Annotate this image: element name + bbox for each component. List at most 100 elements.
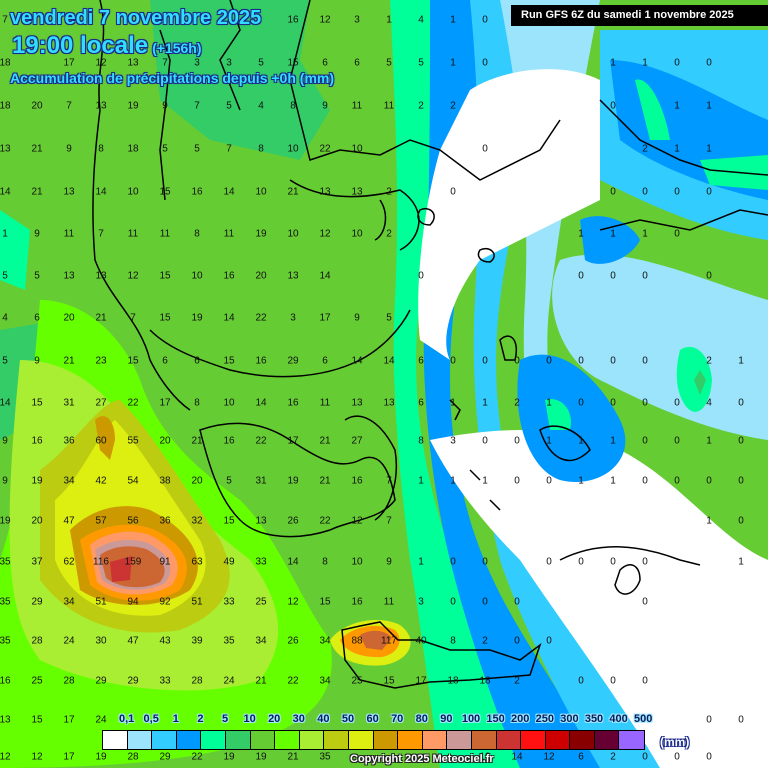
- grid-value: 0: [482, 355, 488, 367]
- grid-value: 0: [514, 635, 520, 647]
- grid-value: 2: [706, 355, 712, 367]
- grid-value: 24: [63, 635, 75, 647]
- grid-value: 0: [642, 397, 648, 409]
- grid-value: 29: [159, 751, 171, 763]
- grid-value: 10: [287, 143, 299, 155]
- grid-value: 15: [159, 270, 171, 282]
- grid-value: 9: [162, 100, 168, 112]
- grid-value: 12: [95, 57, 107, 69]
- grid-value: 0: [450, 355, 456, 367]
- grid-value: 8: [290, 100, 296, 112]
- grid-value: 8: [194, 397, 200, 409]
- grid-value: 34: [63, 475, 75, 487]
- grid-value: 35: [319, 751, 331, 763]
- grid-value: 0: [450, 596, 456, 608]
- grid-value: 24: [95, 714, 107, 726]
- grid-value: 7: [130, 312, 136, 324]
- grid-value: 94: [127, 596, 139, 608]
- grid-value: 2: [514, 397, 520, 409]
- grid-value: 16: [223, 435, 235, 447]
- grid-value: 0: [642, 186, 648, 198]
- grid-value: 21: [191, 435, 203, 447]
- grid-value: 9: [34, 355, 40, 367]
- copyright-notice: Copyright 2025 Meteociel.fr: [350, 753, 494, 765]
- grid-value: 34: [319, 635, 331, 647]
- grid-value: 12: [127, 270, 139, 282]
- grid-value: 0: [706, 57, 712, 69]
- grid-value: 3: [418, 596, 424, 608]
- grid-value: 1: [642, 228, 648, 240]
- grid-value: 5: [194, 143, 200, 155]
- grid-value: 14: [223, 312, 235, 324]
- forecast-time-label: 19:00 locale: [12, 32, 149, 59]
- grid-value: 57: [95, 515, 107, 527]
- grid-value: 1: [450, 397, 456, 409]
- grid-value: 0: [674, 57, 680, 69]
- grid-value: 1: [706, 100, 712, 112]
- grid-value: 14: [287, 556, 299, 568]
- legend-swatch: [373, 731, 399, 749]
- grid-value: 17: [63, 714, 75, 726]
- grid-value: 11: [127, 228, 139, 240]
- grid-value: 24: [223, 675, 235, 687]
- legend-swatch: [152, 731, 177, 749]
- grid-value: 40: [415, 635, 427, 647]
- grid-value: 27: [95, 397, 107, 409]
- grid-value: 12: [319, 228, 331, 240]
- grid-value: 1: [706, 435, 712, 447]
- grid-value: 21: [287, 186, 299, 198]
- grid-value: 22: [127, 397, 139, 409]
- grid-value: 15: [223, 515, 235, 527]
- grid-value: 92: [159, 596, 171, 608]
- grid-value: 19: [191, 312, 203, 324]
- grid-value: 11: [319, 397, 331, 409]
- legend-label: 500: [634, 713, 653, 725]
- legend-label: 100: [461, 713, 481, 725]
- grid-value: 14: [511, 751, 523, 763]
- grid-value: 9: [34, 228, 40, 240]
- grid-value: 20: [63, 312, 75, 324]
- grid-value: 0: [642, 435, 648, 447]
- grid-value: 20: [31, 100, 43, 112]
- grid-value: 1: [706, 143, 712, 155]
- grid-value: 2: [514, 675, 520, 687]
- grid-value: 13: [63, 186, 75, 198]
- grid-value: 6: [418, 397, 424, 409]
- map-subtitle: Accumulation de précipitations depuis +0…: [10, 70, 334, 86]
- grid-value: 15: [159, 186, 171, 198]
- grid-value: 0: [738, 397, 744, 409]
- grid-value: 13: [0, 143, 11, 155]
- grid-value: 0: [738, 435, 744, 447]
- grid-value: 63: [191, 556, 203, 568]
- grid-value: 34: [319, 675, 331, 687]
- grid-value: 13: [127, 57, 139, 69]
- grid-value: 17: [287, 435, 299, 447]
- grid-value: 0: [610, 270, 616, 282]
- grid-value: 15: [319, 596, 331, 608]
- grid-value: 3: [226, 57, 232, 69]
- grid-value: 25: [255, 596, 267, 608]
- grid-value: 3: [194, 57, 200, 69]
- legend-label: 50: [341, 713, 355, 725]
- grid-value: 9: [66, 143, 72, 155]
- grid-value: 0: [610, 675, 616, 687]
- legend-label: 90: [440, 713, 453, 725]
- grid-value: 35: [223, 635, 235, 647]
- legend-label: 2: [197, 713, 204, 725]
- legend-label: 1: [172, 713, 179, 725]
- grid-value: 10: [127, 186, 139, 198]
- grid-value: 1: [738, 556, 744, 568]
- grid-value: 16: [223, 270, 235, 282]
- grid-value: 0: [674, 397, 680, 409]
- grid-value: 43: [159, 635, 171, 647]
- grid-value: 16: [191, 186, 203, 198]
- grid-value: 10: [351, 143, 363, 155]
- legend-label: 0,5: [143, 713, 159, 725]
- grid-value: 19: [95, 751, 107, 763]
- grid-value: 13: [319, 186, 331, 198]
- legend-unit: (mm): [660, 735, 690, 749]
- grid-value: 5: [226, 475, 232, 487]
- grid-value: 15: [31, 397, 43, 409]
- grid-value: 0: [738, 714, 744, 726]
